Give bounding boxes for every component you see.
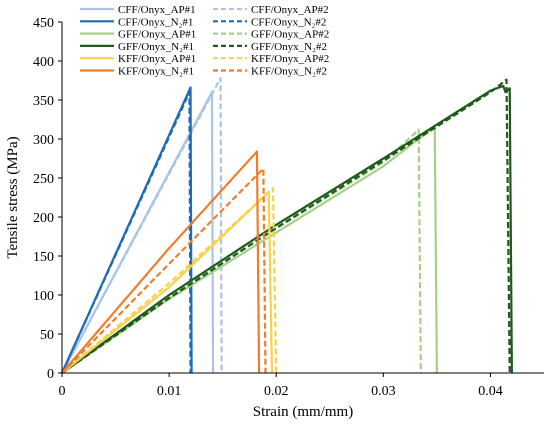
series-line <box>61 77 223 374</box>
y-tick-label: 200 <box>33 211 54 226</box>
series-line <box>61 150 261 374</box>
y-tick-label: 400 <box>33 55 54 70</box>
y-tick-label: 450 <box>33 16 54 31</box>
axes-layer: 0 50 100 150 200 250 300 350 400 450 0 0.01 0.02 0.03… <box>33 16 544 399</box>
legend-label: CFF/Onyx_AP#1 <box>118 4 196 16</box>
series-line <box>61 84 513 374</box>
y-tick-label: 350 <box>33 94 54 109</box>
series-line <box>61 167 267 374</box>
x-tick-label: 0.01 <box>157 384 182 399</box>
y-tick-label: 100 <box>33 289 54 304</box>
y-tick-label: 250 <box>33 172 54 187</box>
legend-label: KFF/Onyx_AP#2 <box>251 53 329 65</box>
x-tick-label: 0 <box>59 384 66 399</box>
y-tick-label: 0 <box>47 367 54 382</box>
x-tick-label: 0.02 <box>264 384 289 399</box>
legend-label: KFF/Onyx_N₂#1 <box>118 66 194 78</box>
series-line <box>61 187 278 374</box>
y-tick-label: 150 <box>33 250 54 265</box>
series-line <box>61 190 274 374</box>
legend-label: GFF/Onyx_N₂#1 <box>118 41 194 53</box>
legend-label: GFF/Onyx_AP#1 <box>118 29 196 41</box>
series-line <box>60 91 192 374</box>
x-axis-title: Strain (mm/mm) <box>253 404 353 420</box>
y-tick-label: 50 <box>40 328 54 343</box>
series-line <box>61 127 438 374</box>
legend-label: KFF/Onyx_N₂#2 <box>251 66 327 78</box>
x-tick-label: 0.03 <box>371 384 396 399</box>
series-layer <box>60 77 513 374</box>
legend-label: GFF/Onyx_N₂#2 <box>251 41 327 53</box>
legend: CFF/Onyx_AP#1CFF/Onyx_N₂#1GFF/Onyx_AP#1G… <box>80 4 329 78</box>
series-line <box>61 78 511 374</box>
legend-label: CFF/Onyx_N₂#1 <box>118 16 193 28</box>
y-axis-title: Tensile stress (MPa) <box>5 136 21 258</box>
legend-label: KFF/Onyx_AP#1 <box>118 53 196 65</box>
y-tick-label: 300 <box>33 133 54 148</box>
legend-label: GFF/Onyx_AP#2 <box>251 29 329 41</box>
legend-label: CFF/Onyx_AP#2 <box>251 4 329 16</box>
legend-label: CFF/Onyx_N₂#2 <box>251 16 326 28</box>
x-tick-label: 0.04 <box>478 384 503 399</box>
